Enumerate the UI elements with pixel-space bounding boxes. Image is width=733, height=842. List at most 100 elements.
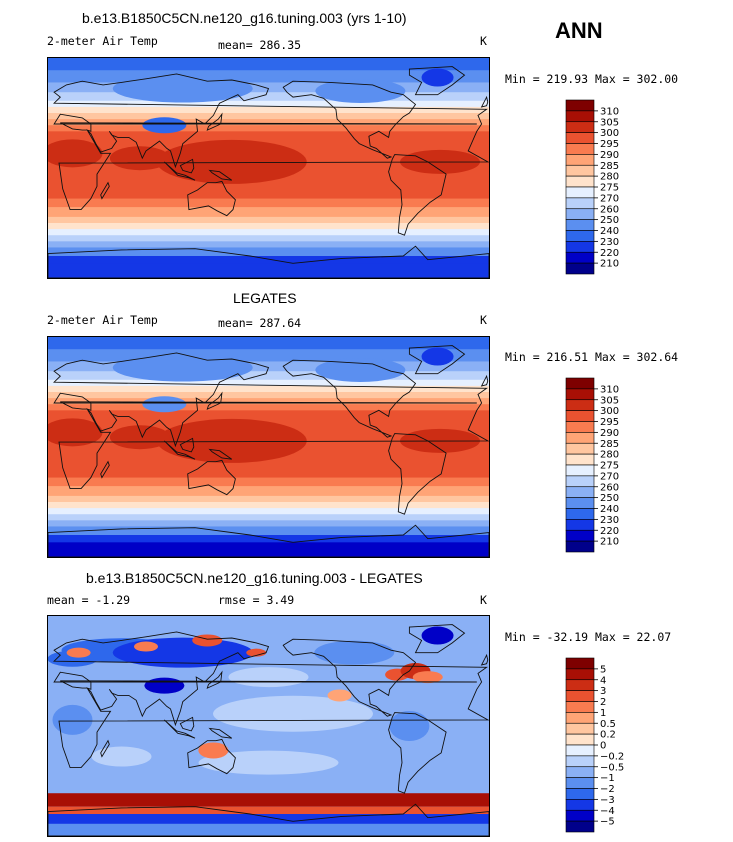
temperature-band (48, 502, 489, 509)
colorbar-box (565, 519, 595, 531)
coastline (179, 158, 195, 174)
panel-1-units: K (480, 34, 487, 48)
coastline (388, 154, 447, 236)
temperature-band (48, 508, 489, 515)
antarctic-interior (48, 263, 489, 278)
coastline (388, 433, 447, 515)
colorbar-tick-label: 300 (600, 128, 619, 139)
colorbar-tick-label: 290 (600, 150, 619, 161)
temperature-band (48, 106, 489, 114)
difference-region (389, 711, 430, 741)
colorbar-box (565, 388, 595, 401)
colorbar-tick-label: 5 (600, 664, 606, 675)
colorbar-tick-label: −5 (600, 817, 615, 828)
colorbar-tick-label: 275 (600, 183, 619, 194)
colorbar-tick-label: 4 (600, 675, 606, 686)
temperature-band (48, 535, 489, 546)
coastline (282, 80, 417, 159)
coastline (100, 181, 110, 200)
colorbar-box (565, 121, 595, 133)
panel-2-mean-label: mean= 287.64 (218, 316, 302, 330)
colorbar-tick-label: 210 (600, 537, 619, 548)
panel-3-units: K (480, 593, 487, 607)
colorbar-tick-label: 310 (600, 106, 619, 117)
warm-pool (156, 418, 307, 463)
temperature-band (48, 371, 489, 381)
panel-2-map-svg (48, 337, 489, 557)
colorbar-tick-label: 270 (600, 471, 619, 482)
panel-2-units: K (480, 313, 487, 327)
colorbar-box (565, 486, 595, 498)
temperature-band (48, 119, 489, 126)
panel-2-map (47, 336, 490, 558)
colorbar-box (565, 164, 595, 177)
colorbar-tick-label: 295 (600, 139, 619, 150)
colorbar-tick-label: −4 (600, 806, 615, 817)
colorbar-tick-label: 1 (600, 708, 606, 719)
colorbar-box (565, 820, 595, 833)
colorbar-tick-label: 300 (600, 406, 619, 417)
colorbar-tick-label: 270 (600, 193, 619, 204)
colorbar-box (565, 377, 595, 390)
colorbar-tick-label: −0.2 (600, 751, 624, 762)
coastline (48, 524, 489, 557)
coastline (48, 245, 489, 278)
colorbar-box (565, 540, 595, 553)
coastline (164, 440, 196, 460)
colorbar-box (565, 453, 595, 466)
temperature-band (48, 465, 489, 479)
colorbar-tick-label: 210 (600, 259, 619, 270)
panel-3-minmax: Min = -32.19 Max = 22.07 (505, 630, 672, 644)
colorbar-tick-label: 260 (600, 204, 619, 215)
colorbar-box (565, 241, 595, 253)
colorbar-tick-label: 285 (600, 161, 619, 172)
panel-1-map (47, 57, 490, 279)
colorbar-tick-label: 290 (600, 428, 619, 439)
coastline (208, 169, 233, 181)
panel-1-colorbar: 310 305 300 295 290 285 280 275 270 260 250 240 230 2… (565, 99, 646, 275)
colorbar-box (565, 442, 595, 455)
colorbar-box (565, 262, 595, 275)
colorbar-tick-label: 3 (600, 686, 606, 697)
coastline (187, 459, 236, 496)
temperature-band (48, 385, 489, 393)
temperature-band (48, 100, 489, 108)
coastlines (48, 66, 489, 278)
colorbar-tick-label: 310 (600, 384, 619, 395)
colorbar-box (565, 175, 595, 188)
colorbar-box (565, 508, 595, 520)
colorbar-box (565, 788, 595, 800)
coastline (480, 95, 489, 108)
colorbar-box (565, 208, 595, 220)
difference-region (314, 640, 395, 665)
colorbar-box (565, 186, 595, 199)
colorbar-box (565, 251, 595, 264)
colorbar-box (565, 132, 595, 144)
panel-3-rmse-label: rmse = 3.49 (218, 593, 295, 607)
coastline (53, 352, 489, 490)
temperature-band (48, 58, 489, 71)
temperature-band (48, 229, 489, 236)
colorbar-tick-label: 250 (600, 215, 619, 226)
colorbar-tick-label: 220 (600, 526, 619, 537)
canada-cold-region (315, 79, 406, 103)
coastlines (48, 345, 489, 557)
panel-1-minmax: Min = 219.93 Max = 302.00 (505, 72, 679, 86)
colorbar-box (565, 744, 595, 757)
temperature-band (48, 216, 489, 224)
colorbar-tick-label: 0 (600, 741, 606, 752)
panel-1-variable-label: 2-meter Air Temp (47, 34, 158, 48)
warm-region (48, 139, 103, 168)
temperature-band (48, 131, 489, 145)
panel-2-colorbar: 310 305 300 295 290 285 280 275 270 260 250 240 230 2… (565, 377, 646, 553)
colorbar-box (565, 154, 595, 166)
difference-region (198, 750, 339, 775)
coastline (282, 638, 417, 717)
colorbar-box (565, 197, 595, 210)
panel-2-variable-label: 2-meter Air Temp (47, 313, 158, 327)
coastline (206, 670, 223, 689)
colorbar-tick-label: 305 (600, 395, 619, 406)
coastline (282, 359, 417, 438)
colorbar-box (565, 421, 595, 433)
coastline (480, 374, 489, 387)
